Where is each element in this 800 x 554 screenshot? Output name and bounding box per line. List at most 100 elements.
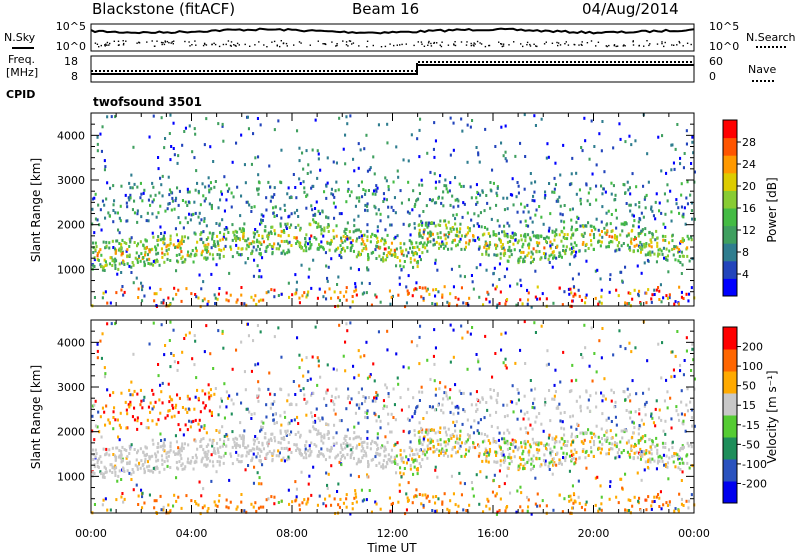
power-cell (301, 294, 304, 298)
power-cell (621, 229, 624, 233)
power-cell (130, 271, 133, 274)
power-cell (461, 129, 464, 133)
velocity-cell (510, 460, 513, 464)
power-cell (287, 241, 290, 245)
nsearch-dot (439, 44, 441, 46)
velocity-cell (139, 466, 142, 470)
velocity-cell (188, 419, 191, 423)
velocity-cell (212, 451, 215, 454)
velocity-cell (523, 320, 526, 324)
power-cell (429, 233, 432, 237)
velocity-cell (233, 443, 236, 447)
power-cell (122, 261, 125, 265)
power-cell (472, 238, 475, 242)
power-cell (322, 247, 325, 251)
velocity-cell (376, 393, 379, 397)
power-cell (544, 194, 547, 197)
velocity-cell (114, 322, 117, 326)
power-cell (217, 244, 220, 248)
velocity-cell (526, 495, 529, 499)
velocity-cell (563, 456, 566, 460)
power-cell (121, 238, 124, 242)
power-cell (340, 236, 343, 240)
velocity-cell (93, 503, 96, 506)
power-cell (126, 248, 129, 252)
power-cell (340, 212, 343, 216)
power-cell (258, 252, 261, 256)
power-cell (432, 221, 435, 225)
nsearch-dot (162, 42, 164, 44)
velocity-cell (303, 498, 306, 502)
velocity-cell (690, 442, 693, 446)
velocity-cell (152, 466, 155, 470)
velocity-cell (188, 331, 191, 335)
nsearch-dot (661, 41, 663, 43)
power-cell (399, 189, 402, 193)
velocity-cell (173, 493, 176, 497)
power-cell (614, 249, 617, 253)
power-cell (279, 234, 282, 238)
power-cell (218, 248, 221, 252)
velocity-cell (449, 323, 452, 327)
power-cell (149, 248, 152, 252)
velocity-cell (500, 452, 503, 456)
velocity-cell (140, 422, 143, 426)
velocity-cell (562, 350, 565, 354)
velocity-cell (502, 361, 505, 365)
velocity-cell (598, 507, 601, 511)
velocity-cell (479, 470, 482, 474)
power-cell (420, 219, 423, 223)
velocity-cell (237, 443, 240, 447)
power-cell (362, 188, 365, 191)
velocity-cell (558, 493, 561, 497)
velocity-cell (501, 437, 504, 441)
velocity-cell (543, 443, 546, 447)
power-cell (166, 243, 169, 247)
power-cell (465, 233, 468, 237)
velocity-cell (161, 462, 164, 466)
velocity-cell (675, 409, 678, 413)
power-cell (598, 239, 601, 243)
velocity-cell (504, 509, 507, 513)
velocity-cell (528, 443, 531, 447)
velocity-cell (374, 500, 377, 504)
power-cell (163, 260, 166, 264)
power-cell (234, 229, 237, 233)
power-cell (425, 289, 428, 293)
power-cell (259, 123, 262, 127)
nsearch-dot (502, 45, 505, 47)
velocity-cell (349, 321, 352, 325)
velocity-cell (169, 441, 172, 445)
velocity-cell (574, 435, 577, 439)
power-cell (170, 208, 173, 212)
nsearch-dot (479, 42, 481, 44)
velocity-cell (388, 496, 391, 500)
power-cell (411, 294, 414, 298)
power-cell (117, 228, 120, 232)
power-cell (345, 115, 348, 119)
velocity-cell (337, 395, 340, 399)
power-cell (137, 296, 140, 299)
nsearch-dot (170, 42, 172, 44)
power-cell (326, 156, 329, 160)
power-cell (555, 256, 558, 260)
velocity-cell (167, 454, 170, 458)
velocity-cell (676, 330, 679, 333)
power-cell (383, 197, 386, 201)
velocity-cell (585, 449, 588, 453)
power-cell (228, 271, 231, 275)
velocity-cell (426, 456, 429, 460)
velocity-cell (490, 396, 493, 400)
nsearch-dot (590, 40, 593, 42)
power-cell (413, 252, 416, 255)
velocity-cell (167, 503, 170, 507)
power-cell (466, 231, 469, 235)
velocity-cell (655, 436, 658, 440)
velocity-cell (109, 508, 112, 512)
velocity-cell (526, 509, 529, 513)
velocity-cell (205, 431, 208, 435)
velocity-cell (662, 503, 665, 507)
velocity-cell (674, 507, 677, 511)
power-cell (572, 285, 575, 289)
power-cell (646, 258, 649, 262)
